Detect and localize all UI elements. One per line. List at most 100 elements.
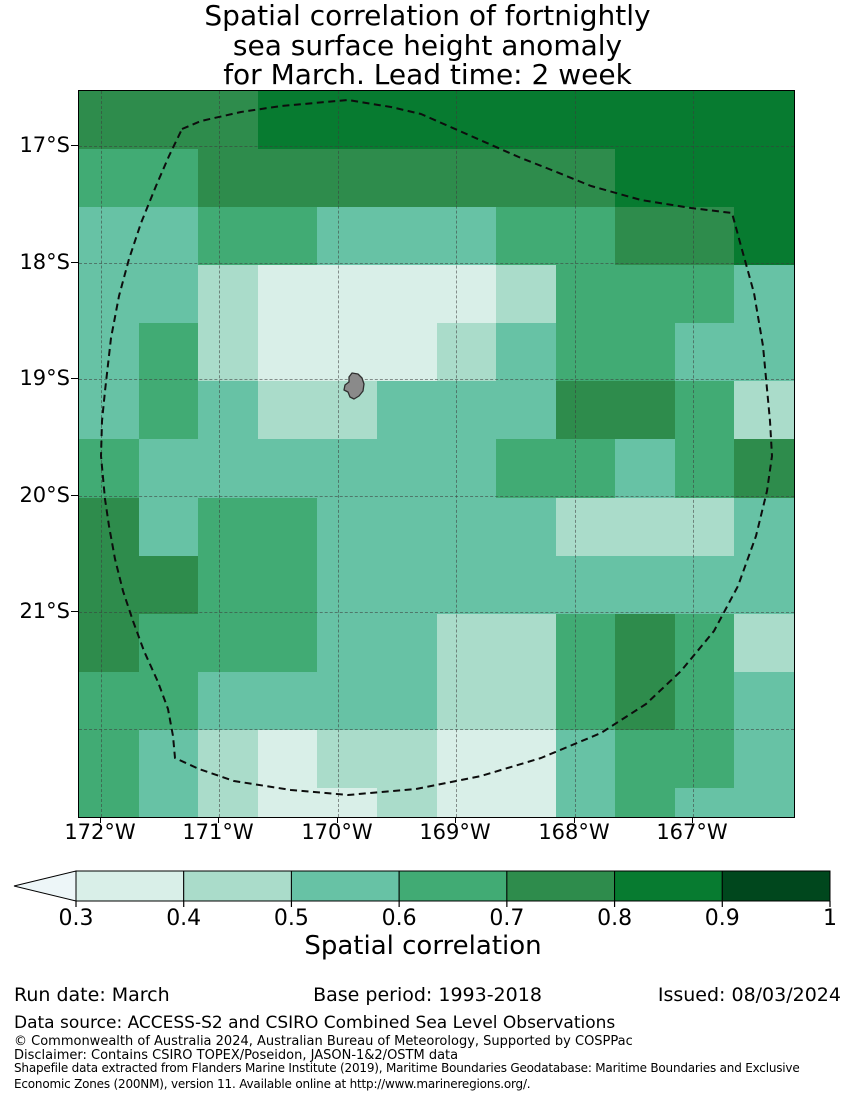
gridline — [79, 612, 794, 613]
x-tick-label: 169°W — [419, 820, 491, 844]
map-cell — [674, 497, 735, 557]
colorbar-tick-label: 0.8 — [597, 906, 633, 931]
map-cell — [436, 207, 497, 266]
map-cell — [376, 439, 438, 499]
colorbar-tick-label: 0.5 — [273, 906, 309, 931]
map-cell — [257, 787, 318, 817]
map-cell — [257, 265, 318, 324]
map-cell — [79, 555, 140, 615]
map-cell — [436, 555, 497, 615]
map-cell — [674, 671, 735, 731]
map-cell — [138, 265, 199, 324]
map-cell — [615, 323, 676, 382]
map-cell — [615, 555, 676, 615]
y-tick-mark — [71, 378, 78, 380]
gridline — [79, 496, 794, 497]
map-cell — [317, 439, 378, 499]
map-cell — [436, 671, 497, 731]
map-cell — [138, 91, 199, 150]
colorbar-tick-label: 0.7 — [489, 906, 525, 931]
map-cell — [555, 555, 616, 615]
map-cell — [436, 381, 497, 441]
map-cell — [138, 555, 199, 615]
x-tick-mark — [692, 817, 694, 823]
map-cell — [138, 613, 199, 673]
run-date-text: Run date: March — [14, 984, 170, 1006]
map-cell — [555, 265, 616, 324]
y-tick-label: 20°S — [19, 483, 70, 507]
map-cell — [79, 671, 140, 731]
map-cell — [79, 91, 140, 150]
map-cell — [138, 787, 199, 817]
colorbar-tick-label: 0.9 — [704, 906, 740, 931]
map-cell — [317, 149, 378, 208]
map-cell — [674, 265, 735, 324]
map-cell — [734, 613, 794, 673]
map-cell — [138, 497, 199, 557]
gridline — [338, 91, 339, 817]
eez-boundary-line — [100, 99, 773, 796]
map-cell — [496, 439, 557, 499]
map-cell — [674, 381, 735, 441]
x-tick-mark — [218, 817, 220, 823]
map-cell — [257, 729, 318, 789]
map-cell — [376, 555, 438, 615]
colorbar-segment — [506, 870, 616, 902]
x-tick-mark — [337, 817, 339, 823]
map-cell — [734, 497, 794, 557]
map-cell — [555, 439, 616, 499]
map-cell — [555, 149, 616, 208]
map-cell — [615, 729, 676, 789]
map-cell — [734, 207, 794, 266]
colorbar-segment — [614, 870, 723, 902]
map-cell — [317, 729, 378, 789]
map-cell — [198, 207, 259, 266]
gridline — [456, 91, 457, 817]
colorbar-underflow-arrow — [13, 870, 77, 902]
map-cell — [734, 381, 794, 441]
map-cell — [436, 323, 497, 382]
map-cell — [317, 265, 378, 324]
map-cell — [615, 497, 676, 557]
colorbar-tick-label: 0.4 — [166, 906, 202, 931]
map-cell — [734, 439, 794, 499]
map-cell — [555, 381, 616, 441]
map-cell — [674, 613, 735, 673]
map-cell — [257, 497, 318, 557]
colorbar-tick-label: 0.6 — [381, 906, 417, 931]
colorbar-tick-label: 1 — [823, 906, 837, 931]
map-cell — [138, 207, 199, 266]
issued-date-text: Issued: 08/03/2024 — [657, 984, 841, 1006]
map-cell — [257, 555, 318, 615]
base-period-text: Base period: 1993-2018 — [313, 984, 542, 1006]
x-tick-label: 170°W — [301, 820, 373, 844]
map-cell — [496, 671, 557, 731]
map-cell — [198, 613, 259, 673]
gridline — [79, 729, 794, 730]
chart-title: Spatial correlation of fortnightly sea s… — [0, 1, 855, 90]
map-cell — [436, 149, 497, 208]
gridline — [219, 91, 220, 817]
colorbar-title: Spatial correlation — [304, 931, 542, 961]
map-cell — [317, 497, 378, 557]
island-landmass — [343, 372, 365, 400]
map-cell — [138, 149, 199, 208]
map-cell — [79, 613, 140, 673]
map-cell — [138, 439, 199, 499]
map-cell — [674, 439, 735, 499]
map-cell — [317, 671, 378, 731]
map-cell — [496, 149, 557, 208]
map-cell — [555, 207, 616, 266]
map-cell — [317, 323, 378, 382]
y-tick-label: 21°S — [19, 599, 70, 623]
map-cell — [674, 555, 735, 615]
map-cell — [79, 265, 140, 324]
map-cell — [376, 787, 438, 817]
colorbar-segment — [75, 870, 185, 902]
x-tick-label: 167°W — [656, 820, 728, 844]
map-cell — [674, 207, 735, 266]
x-tick-label: 168°W — [538, 820, 610, 844]
map-cell — [198, 555, 259, 615]
map-cell — [257, 91, 318, 150]
